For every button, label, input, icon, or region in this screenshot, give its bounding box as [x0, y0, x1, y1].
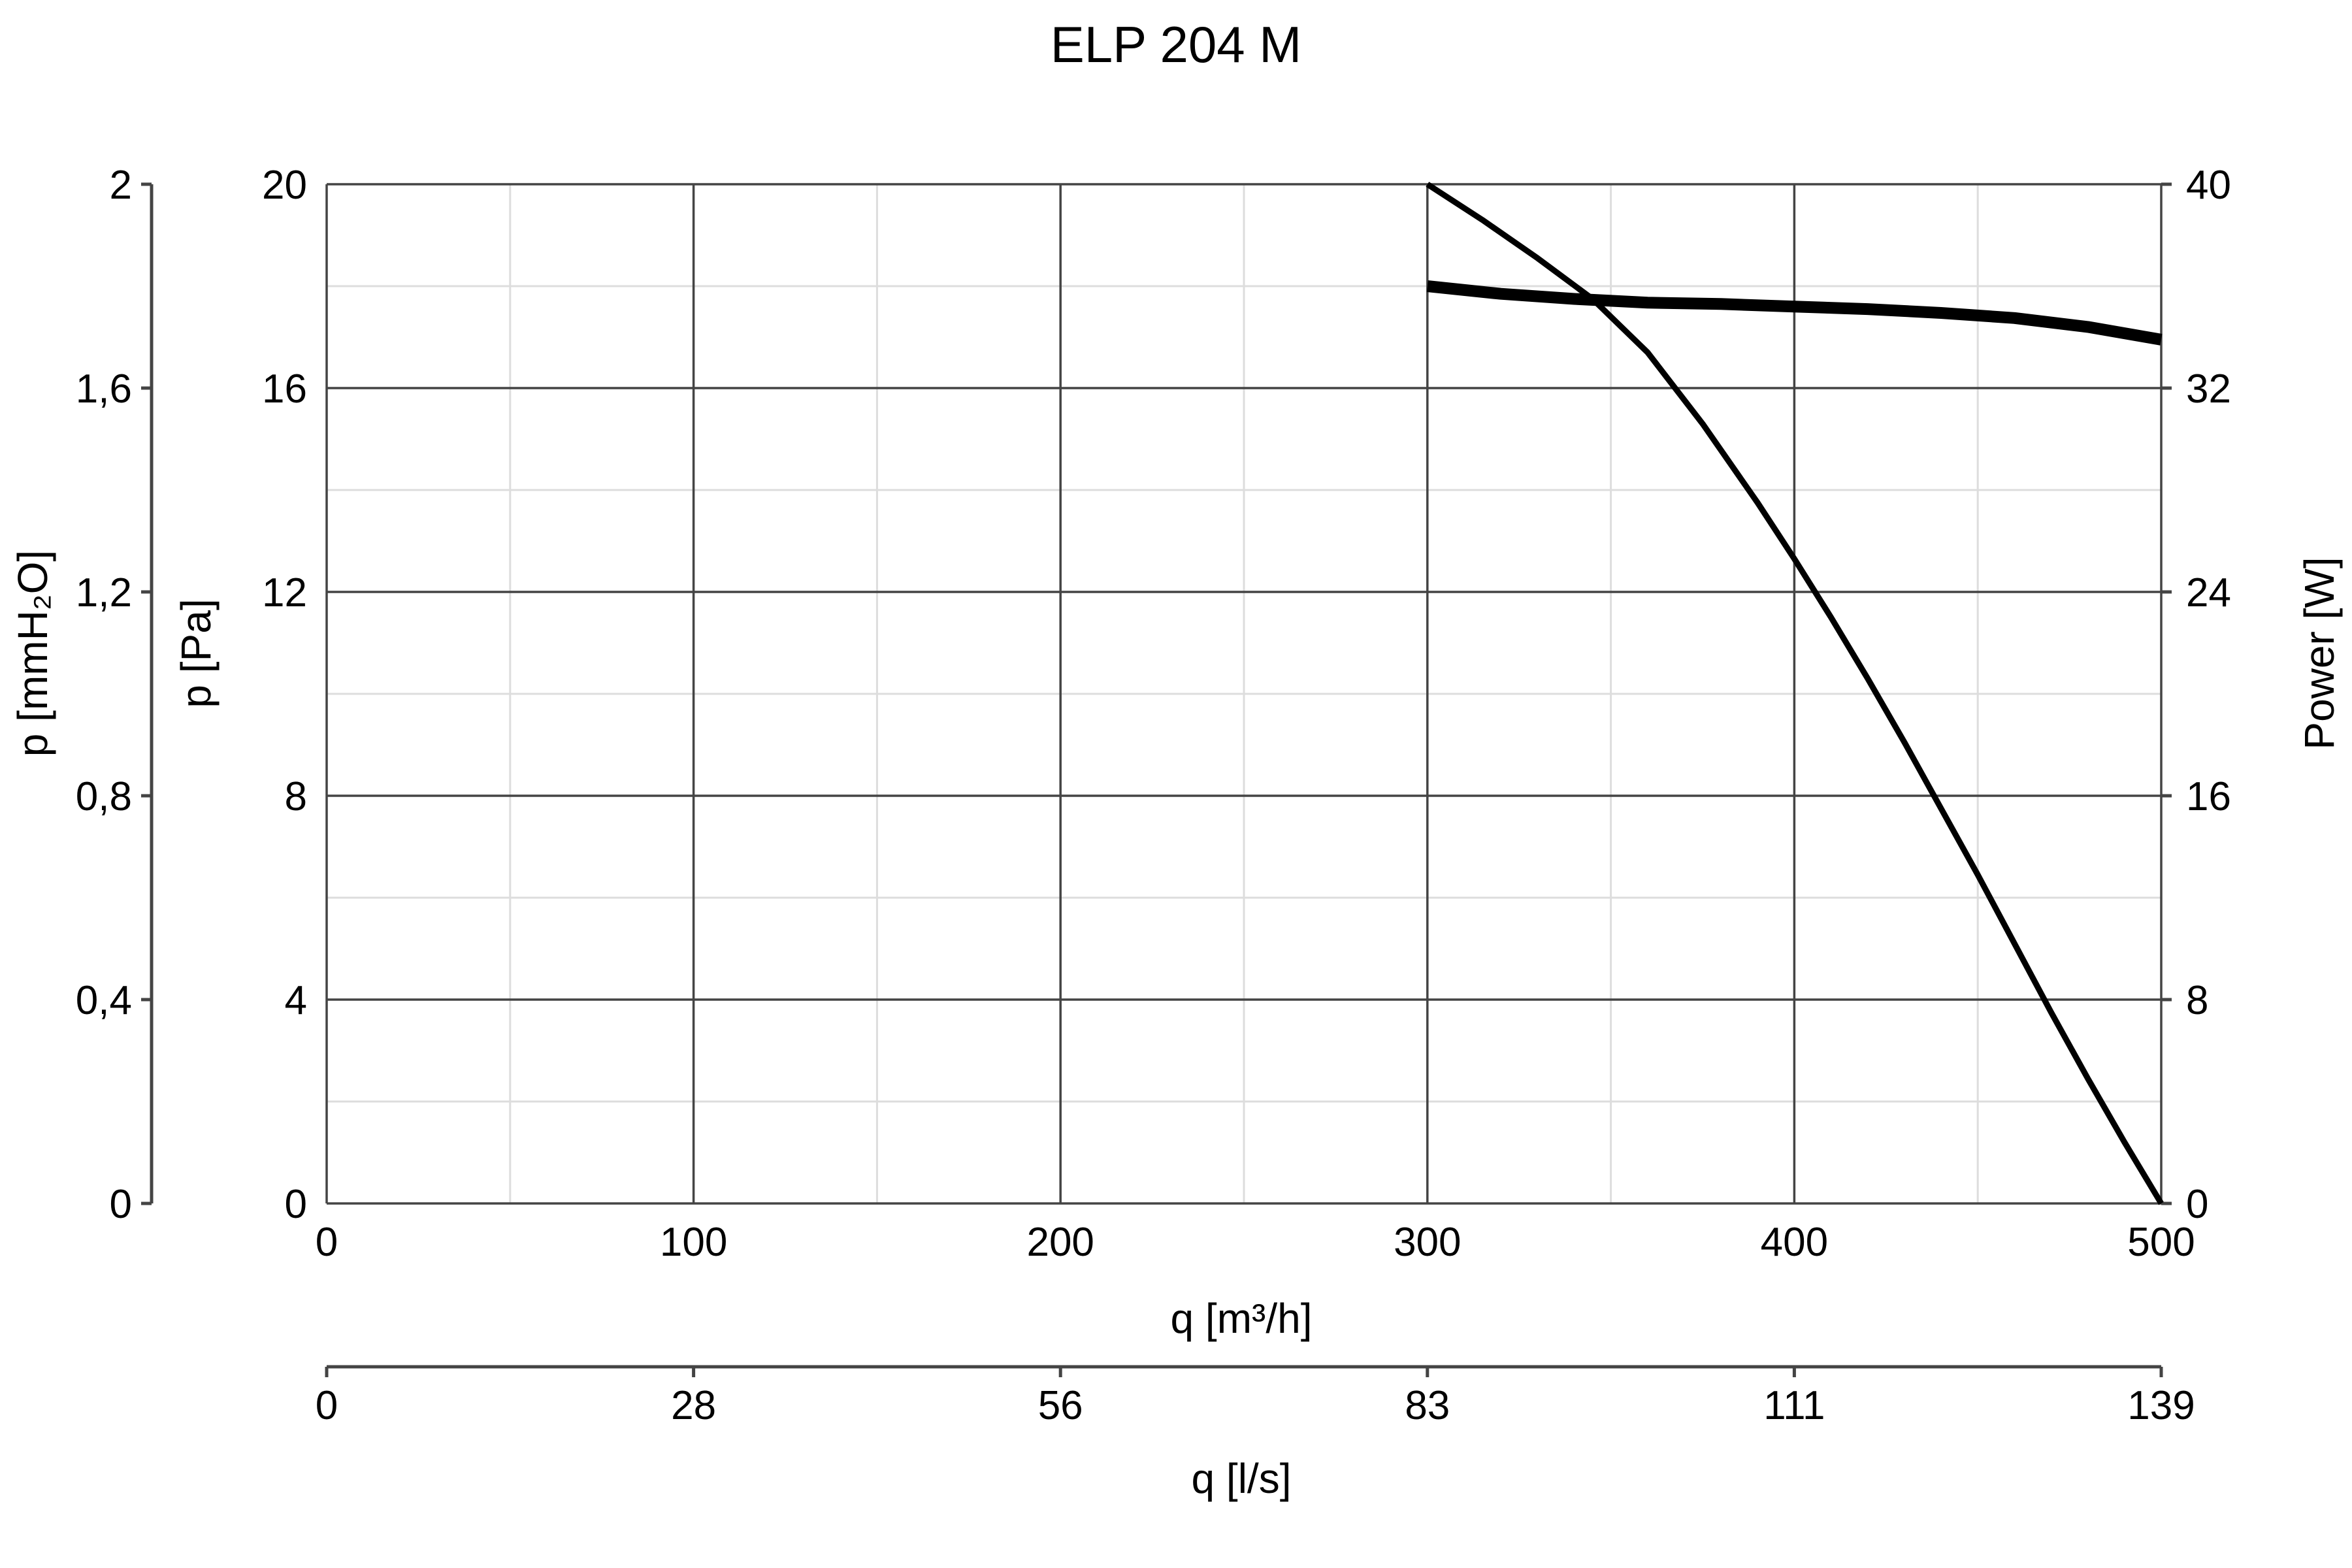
x-tick-label: 0 [316, 1220, 338, 1265]
x-axis-label: q [m³/h] [1171, 1295, 1313, 1342]
y-mmh2o-tick-label: 0,8 [76, 774, 132, 819]
pressure-curve [1426, 182, 2164, 1205]
x-tick-label: 200 [1026, 1220, 1094, 1265]
y2-tick-label: 8 [2186, 978, 2208, 1023]
x2-tick-label: 0 [316, 1383, 338, 1428]
y2-axis-label: Power [W] [2296, 557, 2343, 749]
y-tick-label: 20 [262, 163, 307, 208]
x2-tick-label: 56 [1038, 1383, 1083, 1428]
y2-tick-label: 32 [2186, 367, 2231, 412]
y-tick-label: 16 [262, 367, 307, 412]
y2-tick-label: 0 [2186, 1182, 2208, 1227]
x2-axis-label: q [l/s] [1192, 1455, 1292, 1502]
y-mmh2o-tick-label: 0 [110, 1182, 132, 1227]
y-tick-label: 4 [285, 978, 307, 1023]
y2-tick-label: 16 [2186, 774, 2231, 819]
x-tick-label: 100 [660, 1220, 727, 1265]
y2-tick-label: 24 [2186, 570, 2231, 615]
x2-tick-label: 83 [1405, 1383, 1450, 1428]
major-grid [325, 183, 2163, 1205]
minor-grid [327, 184, 2161, 1203]
y-mmh2o-tick-label: 1,6 [76, 367, 132, 412]
x-tick-label: 500 [2127, 1220, 2195, 1265]
x2-tick-label: 111 [1763, 1383, 1825, 1428]
x2-tick-label: 139 [2127, 1383, 2195, 1428]
y-mmh2o-axis-label: p [mmH₂O] [9, 550, 56, 757]
y-mmh2o-tick-label: 1,2 [76, 570, 132, 615]
chart-series [1426, 182, 2164, 1205]
y-tick-label: 8 [285, 774, 307, 819]
x-tick-label: 300 [1394, 1220, 1461, 1265]
y2-tick-label: 40 [2186, 163, 2231, 208]
power-curve [1426, 280, 2163, 346]
x2-tick-label: 28 [671, 1383, 716, 1428]
chart-labels: ELP 204 M q [m³/h] q [l/s] p [Pa] p [mmH… [9, 16, 2343, 1502]
x-tick-label: 400 [1761, 1220, 1828, 1265]
chart-title: ELP 204 M [1051, 16, 1301, 73]
y-mmh2o-tick-label: 2 [110, 163, 132, 208]
y-axis-label: p [Pa] [172, 598, 220, 708]
y-mmh2o-tick-label: 0,4 [76, 978, 132, 1023]
y-tick-label: 12 [262, 570, 307, 615]
y-tick-label: 0 [285, 1182, 307, 1227]
